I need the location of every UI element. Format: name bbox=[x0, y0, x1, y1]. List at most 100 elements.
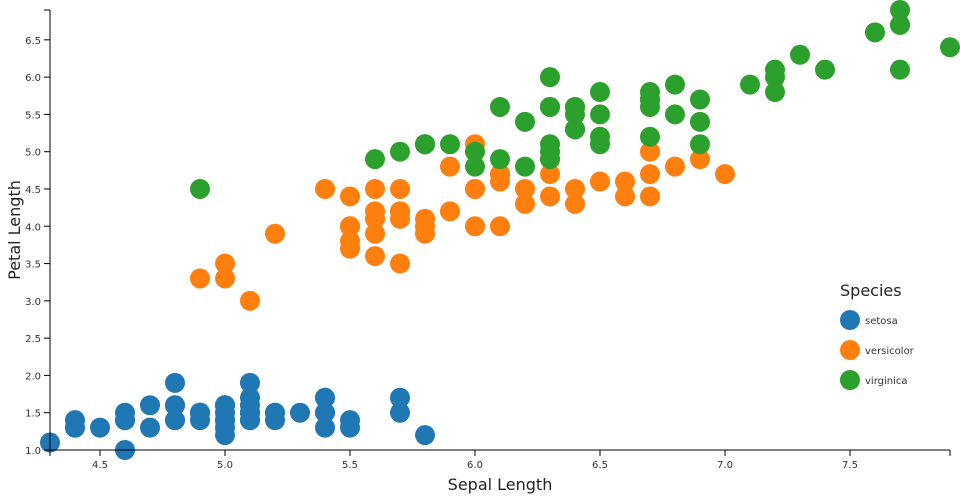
point-versicolor bbox=[640, 164, 660, 185]
point-virginica bbox=[590, 126, 610, 147]
point-virginica bbox=[540, 67, 560, 88]
point-versicolor bbox=[615, 186, 635, 207]
y-tick: 2.5 bbox=[25, 334, 50, 345]
point-versicolor bbox=[640, 186, 660, 207]
point-versicolor bbox=[265, 223, 285, 244]
point-versicolor bbox=[190, 268, 210, 289]
legend-swatch bbox=[840, 370, 860, 390]
point-virginica bbox=[765, 82, 785, 103]
point-virginica bbox=[690, 111, 710, 132]
point-virginica bbox=[890, 59, 910, 80]
y-tick-label: 1.0 bbox=[25, 446, 41, 457]
point-versicolor bbox=[240, 290, 260, 311]
y-tick: 5.0 bbox=[25, 148, 50, 159]
point-virginica bbox=[590, 82, 610, 103]
point-setosa bbox=[340, 417, 360, 438]
point-setosa bbox=[240, 395, 260, 416]
x-tick-label: 6.5 bbox=[592, 460, 608, 471]
y-tick: 4.5 bbox=[25, 185, 50, 196]
point-virginica bbox=[640, 126, 660, 147]
point-versicolor bbox=[515, 193, 535, 214]
points-layer bbox=[40, 0, 960, 460]
y-tick: 1.5 bbox=[25, 409, 50, 420]
point-versicolor bbox=[390, 253, 410, 274]
point-virginica bbox=[540, 141, 560, 162]
point-versicolor bbox=[390, 178, 410, 199]
point-versicolor bbox=[565, 178, 585, 199]
x-tick-label: 5.0 bbox=[217, 460, 233, 471]
point-setosa bbox=[290, 402, 310, 423]
point-setosa bbox=[140, 395, 160, 416]
point-versicolor bbox=[540, 186, 560, 207]
point-versicolor bbox=[515, 178, 535, 199]
point-setosa bbox=[165, 410, 185, 431]
point-setosa bbox=[115, 410, 135, 431]
point-setosa bbox=[165, 395, 185, 416]
legend-swatch bbox=[840, 340, 860, 360]
point-virginica bbox=[415, 134, 435, 155]
y-axis: 1.0 1.5 2.0 2.5 3.0 3.5 4.0 4.5 5.0 5.5 6.0 6.5 bbox=[25, 9, 51, 457]
point-virginica bbox=[665, 104, 685, 125]
y-tick-label: 5.0 bbox=[25, 148, 41, 159]
x-tick: 6.5 bbox=[592, 450, 608, 471]
point-virginica bbox=[690, 89, 710, 110]
x-tick: 4.5 bbox=[92, 450, 108, 471]
point-setosa bbox=[315, 417, 335, 438]
point-versicolor bbox=[590, 171, 610, 192]
point-virginica bbox=[665, 74, 685, 95]
y-tick-label: 3.0 bbox=[25, 297, 41, 308]
x-tick-label: 4.5 bbox=[92, 460, 108, 471]
point-versicolor bbox=[490, 216, 510, 237]
legend-swatch bbox=[840, 310, 860, 330]
point-setosa bbox=[315, 402, 335, 423]
legend-label: setosa bbox=[865, 316, 898, 327]
x-axis-label: Sepal Length bbox=[448, 475, 553, 494]
point-versicolor bbox=[340, 186, 360, 207]
legend-item-versicolor: versicolor bbox=[840, 340, 915, 360]
point-virginica bbox=[890, 0, 910, 20]
legend-title: Species bbox=[840, 281, 902, 300]
legend-label: virginica bbox=[865, 376, 908, 387]
point-virginica bbox=[890, 14, 910, 35]
y-tick: 2.0 bbox=[25, 371, 50, 382]
point-virginica bbox=[590, 104, 610, 125]
point-virginica bbox=[640, 89, 660, 110]
x-axis: 4.5 5.0 5.5 6.0 6.5 7.0 7.5 bbox=[49, 449, 951, 471]
point-virginica bbox=[490, 149, 510, 170]
point-virginica bbox=[740, 74, 760, 95]
point-versicolor bbox=[415, 216, 435, 237]
point-virginica bbox=[465, 156, 485, 177]
point-virginica bbox=[365, 149, 385, 170]
y-tick-label: 6.5 bbox=[25, 36, 41, 47]
y-tick: 6.5 bbox=[25, 36, 50, 47]
point-versicolor bbox=[690, 149, 710, 170]
point-versicolor bbox=[715, 164, 735, 185]
point-virginica bbox=[490, 96, 510, 117]
y-tick-label: 6.0 bbox=[25, 73, 41, 84]
point-setosa bbox=[390, 387, 410, 408]
legend-item-setosa: setosa bbox=[840, 310, 898, 330]
x-tick: 6.0 bbox=[467, 450, 483, 471]
y-tick-label: 1.5 bbox=[25, 409, 41, 420]
x-tick-label: 5.5 bbox=[342, 460, 358, 471]
point-versicolor bbox=[440, 156, 460, 177]
point-setosa bbox=[165, 372, 185, 393]
point-versicolor bbox=[365, 201, 385, 222]
y-tick-label: 5.5 bbox=[25, 110, 41, 121]
point-versicolor bbox=[340, 238, 360, 259]
y-tick-label: 2.5 bbox=[25, 334, 41, 345]
point-virginica bbox=[515, 156, 535, 177]
x-tick: 5.0 bbox=[217, 450, 233, 471]
point-virginica bbox=[565, 119, 585, 140]
y-tick: 6.0 bbox=[25, 73, 50, 84]
legend: Species setosa versicolor virginica bbox=[840, 281, 915, 390]
point-virginica bbox=[565, 104, 585, 125]
point-versicolor bbox=[365, 246, 385, 267]
legend-item-virginica: virginica bbox=[840, 370, 908, 390]
point-setosa bbox=[190, 402, 210, 423]
point-virginica bbox=[765, 67, 785, 88]
x-tick-label: 6.0 bbox=[467, 460, 483, 471]
point-virginica bbox=[815, 59, 835, 80]
point-virginica bbox=[865, 22, 885, 43]
